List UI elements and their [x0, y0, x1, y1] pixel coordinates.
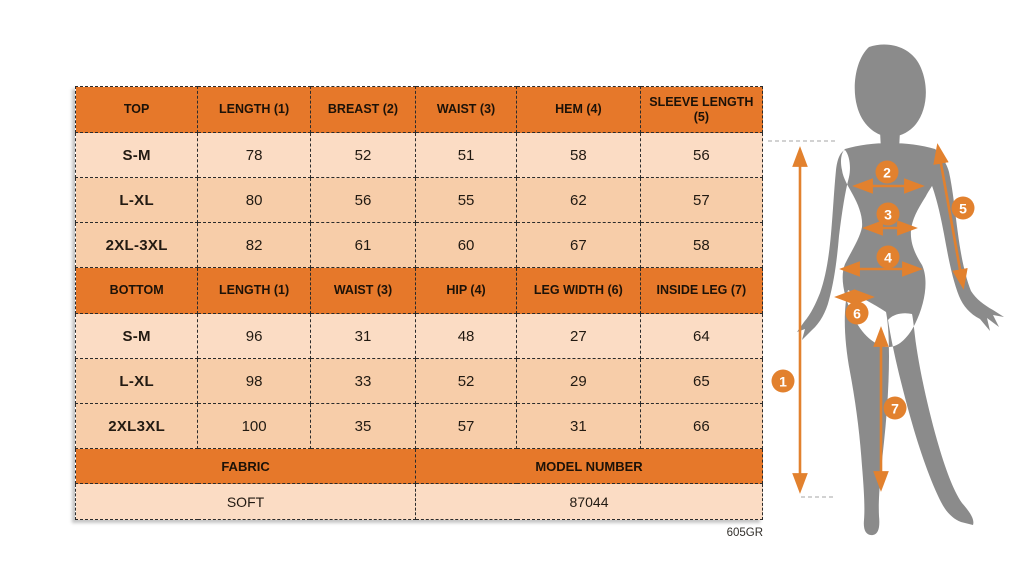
footer-header-row: FABRIC MODEL NUMBER [74, 448, 763, 484]
value-cell: 52 [309, 132, 417, 178]
size-label-cell: 2XL-3XL [74, 222, 199, 268]
header-cell: TOP [74, 86, 199, 133]
value-cell: 58 [516, 132, 641, 178]
header-cell: BOTTOM [74, 267, 199, 314]
marker-4: 4 [876, 245, 900, 269]
footer-value-row: SOFT 87044 [74, 483, 763, 520]
value-cell: 33 [309, 358, 417, 404]
value-cell: 96 [197, 313, 311, 359]
value-cell: 78 [197, 132, 311, 178]
header-cell: WAIST (3) [415, 86, 518, 133]
header-cell: INSIDE LEG (7) [639, 267, 764, 314]
header-cell: WAIST (3) [309, 267, 417, 314]
size-row: 2XL-3XL 82 61 60 67 58 [74, 222, 764, 268]
value-cell: 58 [639, 222, 764, 268]
header-cell: LENGTH (1) [197, 267, 311, 314]
value-cell: 100 [197, 403, 311, 449]
model-number-label-cell: MODEL NUMBER [415, 448, 763, 484]
product-code: 605GR [726, 527, 763, 539]
size-chart-table: TOP LENGTH (1) BREAST (2) WAIST (3) HEM (4) S… [74, 86, 764, 520]
section-header-row: TOP LENGTH (1) BREAST (2) WAIST (3) HEM (4) S… [74, 86, 764, 133]
value-cell: 82 [197, 222, 311, 268]
value-cell: 57 [415, 403, 518, 449]
value-cell: 98 [197, 358, 311, 404]
sleeve-arrow [933, 143, 968, 290]
size-label-cell: S-M [74, 313, 199, 359]
value-cell: 51 [415, 132, 518, 178]
value-cell: 57 [639, 177, 764, 223]
size-row: L-XL 80 56 55 62 57 [74, 177, 764, 223]
marker-2: 2 [875, 160, 899, 184]
header-cell: LEG WIDTH (6) [516, 267, 641, 314]
model-number-value-cell: 87044 [415, 483, 763, 520]
fabric-label-cell: FABRIC [74, 448, 417, 484]
size-row: S-M 78 52 51 58 56 [74, 132, 764, 178]
value-cell: 31 [516, 403, 641, 449]
value-cell: 66 [639, 403, 764, 449]
size-label-cell: L-XL [74, 177, 199, 223]
header-cell: HEM (4) [516, 86, 641, 133]
size-row: S-M 96 31 48 27 64 [74, 313, 764, 359]
marker-6: 6 [845, 301, 869, 325]
value-cell: 55 [415, 177, 518, 223]
value-cell: 60 [415, 222, 518, 268]
value-cell: 67 [516, 222, 641, 268]
value-cell: 48 [415, 313, 518, 359]
size-label-cell: S-M [74, 132, 199, 178]
value-cell: 64 [639, 313, 764, 359]
value-cell: 61 [309, 222, 417, 268]
size-label-cell: L-XL [74, 358, 199, 404]
value-cell: 31 [309, 313, 417, 359]
header-cell: SLEEVE LENGTH (5) [639, 86, 764, 133]
marker-3: 3 [876, 202, 900, 226]
marker-5: 5 [951, 196, 975, 220]
header-cell: HIP (4) [415, 267, 518, 314]
fabric-value-cell: SOFT [74, 483, 417, 520]
value-cell: 35 [309, 403, 417, 449]
marker-7: 7 [883, 396, 907, 420]
woman-silhouette-shape [797, 44, 1004, 536]
value-cell: 52 [415, 358, 518, 404]
value-cell: 62 [516, 177, 641, 223]
marker-1: 1 [771, 369, 795, 393]
value-cell: 65 [639, 358, 764, 404]
section-header-row: BOTTOM LENGTH (1) WAIST (3) HIP (4) LEG WIDT… [74, 267, 764, 314]
size-row: 2XL3XL 100 35 57 31 66 [74, 403, 764, 449]
